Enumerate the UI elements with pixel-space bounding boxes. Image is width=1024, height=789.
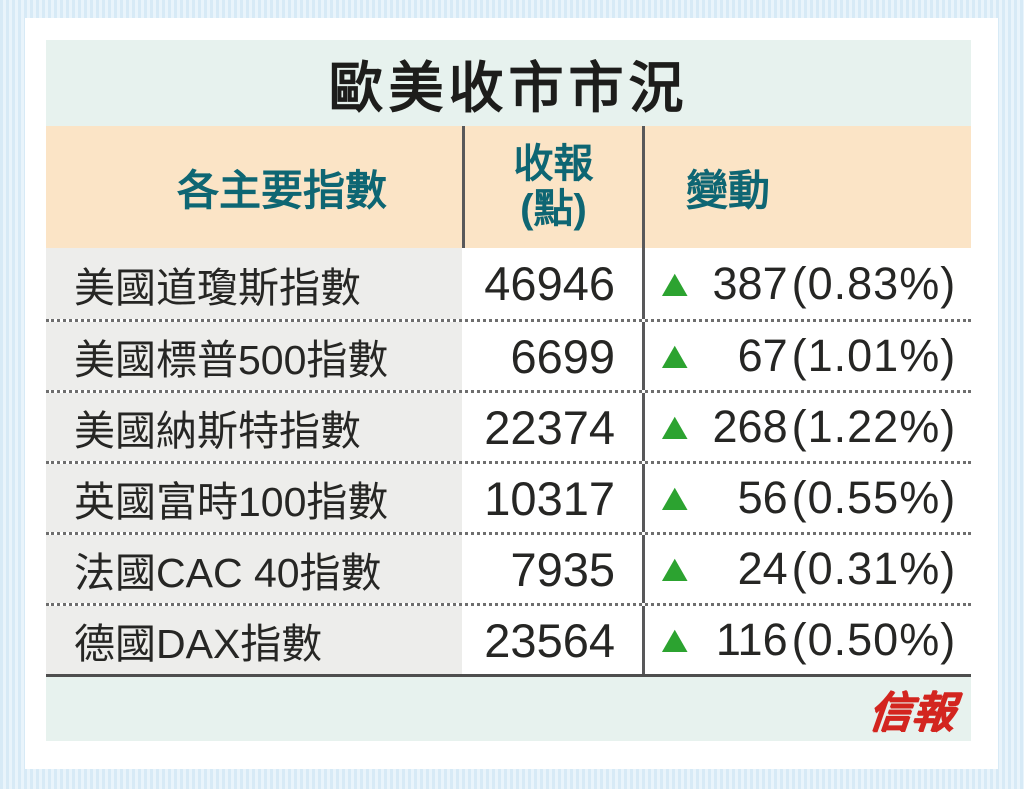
index-name: 德國DAX指數 bbox=[46, 606, 462, 674]
footer-bar: 信報 bbox=[46, 674, 971, 741]
change-value: 24 bbox=[737, 543, 788, 594]
table-row: 德國DAX指數 23564 ▲ 116 (0.50%) bbox=[46, 603, 971, 674]
change-value: 116 bbox=[715, 614, 788, 665]
index-name: 英國富時100指數 bbox=[46, 464, 462, 532]
change-percent: (0.55%) bbox=[791, 472, 957, 523]
table-title-bar: 歐美收市市況 bbox=[46, 40, 971, 126]
table-row: 法國CAC 40指數 7935 ▲ 24 (0.31%) bbox=[46, 532, 971, 603]
change-value: 67 bbox=[737, 330, 788, 381]
change-percent: (1.22%) bbox=[791, 401, 957, 452]
change-value: 56 bbox=[737, 472, 788, 523]
table-header-row: 各主要指數 收報 (點) 變動 bbox=[46, 126, 971, 248]
table-row: 英國富時100指數 10317 ▲ 56 (0.55%) bbox=[46, 461, 971, 532]
close-value: 10317 bbox=[484, 471, 615, 525]
change-cell: ▲ 56 (0.55%) bbox=[642, 464, 971, 532]
hkej-logo: 信報 bbox=[865, 688, 958, 738]
table-row: 美國納斯特指數 22374 ▲ 268 (1.22%) bbox=[46, 390, 971, 461]
close-value: 6699 bbox=[510, 329, 615, 383]
market-close-table: 歐美收市市況 各主要指數 收報 (點) 變動 美國道瓊斯指數 46946 ▲ 3… bbox=[46, 40, 971, 741]
change-cell: ▲ 268 (1.22%) bbox=[642, 393, 971, 461]
close-value: 23564 bbox=[484, 613, 615, 667]
index-name: 法國CAC 40指數 bbox=[46, 535, 462, 603]
change-percent: (1.01%) bbox=[791, 330, 957, 381]
up-triangle-icon: ▲ bbox=[653, 548, 697, 590]
column-header-close: 收報 (點) bbox=[462, 126, 642, 248]
change-value: 268 bbox=[712, 401, 788, 452]
up-triangle-icon: ▲ bbox=[653, 262, 697, 305]
change-cell: ▲ 116 (0.50%) bbox=[642, 606, 971, 674]
table-row: 美國道瓊斯指數 46946 ▲ 387 (0.83%) bbox=[46, 248, 971, 319]
close-value: 46946 bbox=[484, 257, 615, 310]
column-header-close-line2: (點) bbox=[520, 187, 587, 231]
change-cell: ▲ 24 (0.31%) bbox=[642, 535, 971, 603]
index-name: 美國標普500指數 bbox=[46, 322, 462, 390]
index-name: 美國道瓊斯指數 bbox=[46, 248, 462, 319]
change-percent: (0.31%) bbox=[791, 543, 957, 594]
column-header-index: 各主要指數 bbox=[176, 166, 387, 214]
change-cell: ▲ 67 (1.01%) bbox=[642, 322, 971, 390]
change-cell: ▲ 387 (0.83%) bbox=[642, 248, 971, 319]
column-header-close-line1: 收報 bbox=[513, 142, 594, 187]
up-triangle-icon: ▲ bbox=[653, 406, 697, 448]
table-row: 美國標普500指數 6699 ▲ 67 (1.01%) bbox=[46, 319, 971, 390]
change-value: 387 bbox=[712, 257, 788, 309]
change-percent: (0.50%) bbox=[791, 614, 957, 665]
column-header-change: 變動 bbox=[642, 126, 971, 248]
close-value: 7935 bbox=[510, 542, 615, 596]
up-triangle-icon: ▲ bbox=[653, 477, 697, 519]
index-name: 美國納斯特指數 bbox=[46, 393, 462, 461]
page-title: 歐美收市市況 bbox=[328, 57, 689, 119]
change-percent: (0.83%) bbox=[791, 257, 957, 309]
infographic-card: 歐美收市市況 各主要指數 收報 (點) 變動 美國道瓊斯指數 46946 ▲ 3… bbox=[25, 18, 998, 769]
up-triangle-icon: ▲ bbox=[653, 335, 697, 377]
close-value: 22374 bbox=[484, 400, 615, 454]
up-triangle-icon: ▲ bbox=[653, 619, 697, 661]
